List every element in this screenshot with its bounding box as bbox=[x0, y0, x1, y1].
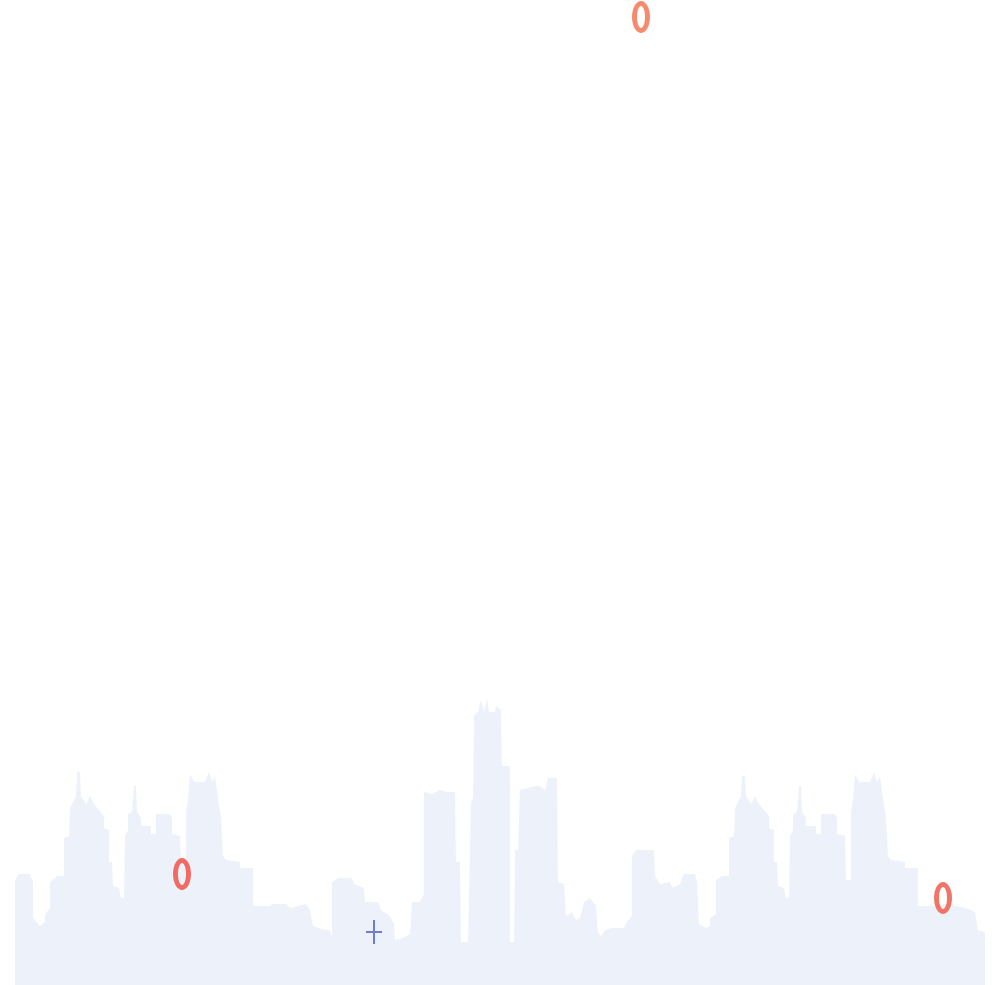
ring-decoration-left bbox=[173, 858, 191, 890]
ring-decoration-top bbox=[632, 1, 650, 33]
plus-sign-icon bbox=[366, 920, 382, 944]
ring-decoration-right bbox=[934, 882, 952, 914]
